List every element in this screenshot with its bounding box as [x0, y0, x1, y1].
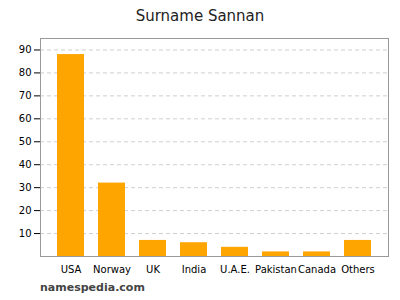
html-text:Surname Sannan: Surname Sannan	[135, 7, 265, 25]
svg-text:Canada: Canada	[298, 264, 336, 275]
svg-text:70: 70	[19, 90, 32, 101]
svg-text:30: 30	[19, 182, 32, 193]
svg-text:80: 80	[19, 67, 32, 78]
svg-text:Norway: Norway	[93, 264, 131, 275]
svg-text:20: 20	[19, 205, 32, 216]
svg-text:40: 40	[19, 159, 32, 170]
svg-text:60: 60	[19, 113, 32, 124]
svg-text:Others: Others	[341, 264, 375, 275]
svg-text:U.A.E.: U.A.E.	[220, 264, 250, 275]
svg-text:USA: USA	[61, 264, 82, 275]
svg-text:10: 10	[19, 228, 32, 239]
svg-text:Pakistan: Pakistan	[255, 264, 297, 275]
svg-text:90: 90	[19, 44, 32, 55]
svg-text:UK: UK	[146, 264, 160, 275]
svg-text:50: 50	[19, 136, 32, 147]
html-text:namespedia.com: namespedia.com	[40, 281, 145, 294]
svg-text:India: India	[182, 264, 207, 275]
